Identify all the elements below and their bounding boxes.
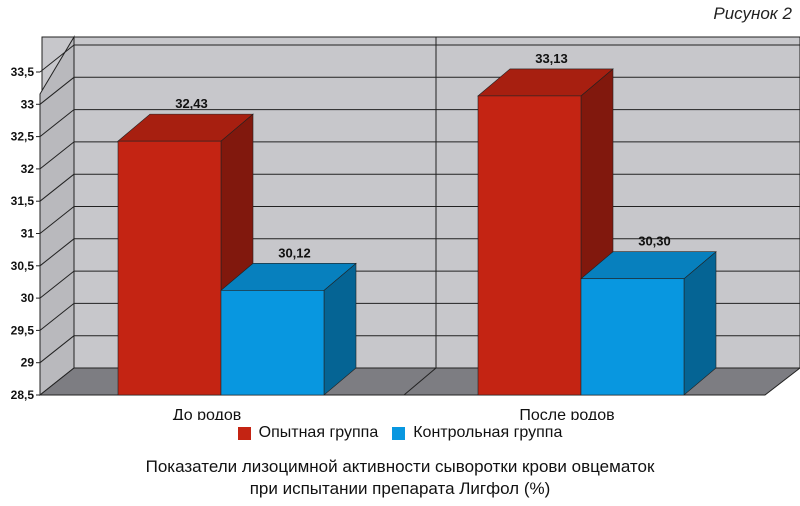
y-tick-label: 30 (21, 291, 35, 305)
gridline-side (39, 141, 75, 170)
legend-label-experimental: Опытная группа (258, 424, 379, 441)
y-tick-label: 31 (21, 227, 35, 241)
gridline-side (39, 270, 75, 299)
gridline-side (39, 76, 75, 105)
y-tick-label: 33 (21, 97, 35, 111)
gridline-side (39, 335, 75, 364)
y-tick-label: 33,5 (11, 65, 35, 79)
legend-swatch-control (392, 426, 406, 440)
y-tick-label: 32 (21, 162, 35, 176)
legend: Опытная группа Контрольная группа (0, 424, 800, 442)
bar (117, 140, 222, 396)
bar-chart: 28,5 29 29,5 30 30,5 31 31,5 32 32,5 33 33,5 32,43 3… (11, 35, 800, 420)
data-label: 30,12 (278, 245, 311, 260)
y-tick-label: 32,5 (11, 130, 35, 144)
y-tick-label: 31,5 (11, 194, 35, 208)
legend-item-control: Контрольная группа (392, 424, 562, 442)
y-tick-label: 30,5 (11, 259, 35, 273)
gridline-side (39, 109, 75, 137)
y-tick-label: 28,5 (11, 388, 35, 402)
data-label: 33,13 (535, 51, 568, 66)
data-label: 32,43 (175, 96, 208, 111)
gridline-side (39, 206, 75, 234)
bar (477, 95, 582, 396)
bar (220, 290, 325, 396)
legend-item-experimental: Опытная группа (237, 424, 379, 442)
legend-swatch-experimental (237, 426, 251, 440)
bar (580, 278, 685, 396)
legend-label-control: Контрольная группа (413, 424, 563, 441)
gridline-side (39, 44, 75, 73)
x-tick-label: До родов (173, 407, 242, 420)
gridline-side (39, 173, 75, 202)
figure-label: Рисунок 2 (713, 4, 792, 23)
caption-line-1: Показатели лизоцимной активности сыворот… (145, 457, 655, 476)
data-label: 30,30 (638, 234, 671, 249)
chart-caption: Показатели лизоцимной активности сыворот… (0, 456, 800, 500)
y-tick-label: 29 (21, 356, 35, 370)
caption-line-2: при испытании препарата Лигфол (%) (249, 479, 551, 498)
x-tick-label: После родов (519, 407, 614, 420)
gridline-side (39, 303, 75, 331)
gridline-side (39, 238, 75, 267)
category-divider-floor (403, 367, 437, 396)
y-tick-label: 29,5 (11, 323, 35, 337)
